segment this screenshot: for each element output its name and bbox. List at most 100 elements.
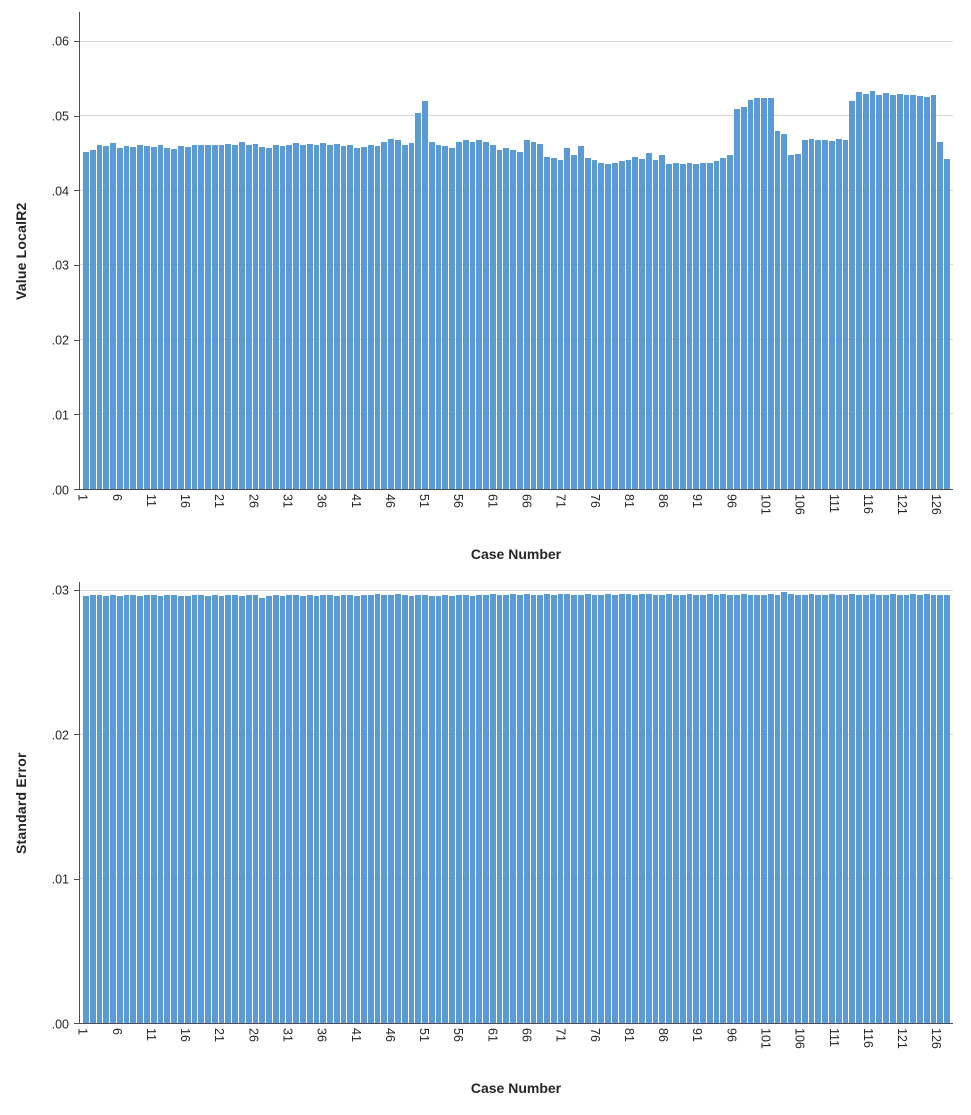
bar: [537, 143, 544, 489]
bar: [137, 596, 144, 1023]
bar: [876, 95, 883, 489]
bar: [408, 143, 415, 489]
bar: [327, 594, 333, 1023]
bar: [754, 594, 761, 1023]
bar: [422, 594, 428, 1023]
bar: [835, 138, 842, 489]
bar: [903, 95, 910, 489]
bar: [727, 155, 733, 489]
y-tick-mark: [74, 339, 79, 341]
bar: [510, 593, 516, 1023]
x-axis-title-row: Case Number: [8, 1072, 953, 1102]
bar: [944, 594, 950, 1023]
standard-error-plot-row: Standard Error .00 .01 .02 .03: [8, 582, 953, 1030]
gridline: [80, 589, 953, 591]
bar: [889, 593, 896, 1023]
bar: [218, 144, 225, 489]
x-tick-label: 31: [280, 494, 295, 508]
y-tick-label: .03: [51, 583, 69, 598]
x-tick-label: 106: [792, 494, 807, 515]
bar: [564, 147, 571, 489]
bar: [401, 144, 408, 489]
bar: [110, 594, 116, 1023]
y-tick-label: .01: [51, 872, 69, 887]
local-r2-plot-row: Value LocalR2 .00 .01 .02 .03 .04 .05 .06: [8, 12, 953, 496]
bar: [137, 145, 144, 489]
bar: [320, 143, 327, 489]
bar: [713, 594, 720, 1023]
bar: [828, 593, 835, 1023]
bar: [625, 593, 632, 1023]
bar: [584, 158, 591, 489]
bar: [442, 594, 449, 1023]
y-tick-mark: [74, 489, 79, 490]
bar: [937, 142, 944, 489]
bar: [666, 593, 672, 1023]
bar: [340, 594, 347, 1023]
gridline: [80, 338, 953, 340]
bar: [944, 158, 950, 489]
bar: [177, 146, 184, 489]
x-tick-label: 76: [587, 1028, 602, 1042]
bar: [713, 161, 720, 489]
bar: [605, 593, 611, 1023]
bar: [740, 107, 747, 489]
x-tick-label: 46: [382, 494, 397, 508]
bar: [550, 158, 557, 489]
x-axis-labels-row: 1 6 11 16 21 26 31 36 41 46 51 56 61 66 71 76 81 86 91 96 10…: [8, 490, 953, 538]
bar: [618, 593, 625, 1023]
bar: [849, 101, 856, 489]
bar: [272, 594, 279, 1023]
bar: [354, 596, 361, 1023]
bar: [96, 594, 103, 1023]
bar: [700, 594, 706, 1023]
bar: [747, 99, 754, 489]
bar: [639, 593, 645, 1023]
bar: [130, 594, 137, 1023]
x-tick-label: 91: [690, 494, 705, 508]
bar: [584, 593, 591, 1023]
bar: [828, 140, 835, 489]
y-axis-title-standard-error: Standard Error: [13, 752, 29, 854]
bar: [144, 146, 150, 489]
bar: [659, 155, 666, 489]
bar: [910, 593, 917, 1023]
x-tick-label: 126: [929, 494, 944, 515]
x-tick-label: 16: [178, 494, 193, 508]
bar: [164, 147, 171, 489]
bar: [130, 146, 137, 489]
bar: [523, 140, 530, 489]
x-tick-label: 51: [417, 494, 432, 508]
bar: [652, 594, 659, 1023]
bar: [333, 596, 340, 1023]
x-tick-label: 41: [348, 494, 363, 508]
bar-series-standard-error: [80, 582, 953, 1023]
bar: [184, 596, 191, 1023]
y-tick-mark: [74, 878, 79, 880]
bar: [611, 163, 618, 489]
bar: [910, 94, 917, 489]
bar: [83, 596, 89, 1023]
plot-area-local-r2: [79, 12, 953, 490]
bar: [245, 145, 252, 489]
y-tick-mark: [74, 734, 79, 736]
bar: [211, 594, 218, 1023]
bar: [903, 594, 910, 1023]
x-tick-label: 11: [143, 494, 158, 507]
x-tick-label: 11: [143, 1028, 158, 1041]
bar: [517, 594, 523, 1023]
bar: [361, 594, 367, 1023]
bar: [157, 596, 164, 1023]
bar: [191, 594, 198, 1023]
bar: [598, 594, 605, 1023]
bar: [801, 594, 808, 1023]
bar: [374, 593, 381, 1023]
bar: [611, 594, 618, 1023]
bar: [795, 594, 801, 1023]
bar: [523, 593, 530, 1023]
bar: [252, 143, 259, 489]
x-tick-label: 36: [314, 1028, 329, 1042]
bar: [781, 134, 788, 489]
gridline: [80, 877, 953, 879]
x-tick-label: 106: [792, 1028, 807, 1049]
